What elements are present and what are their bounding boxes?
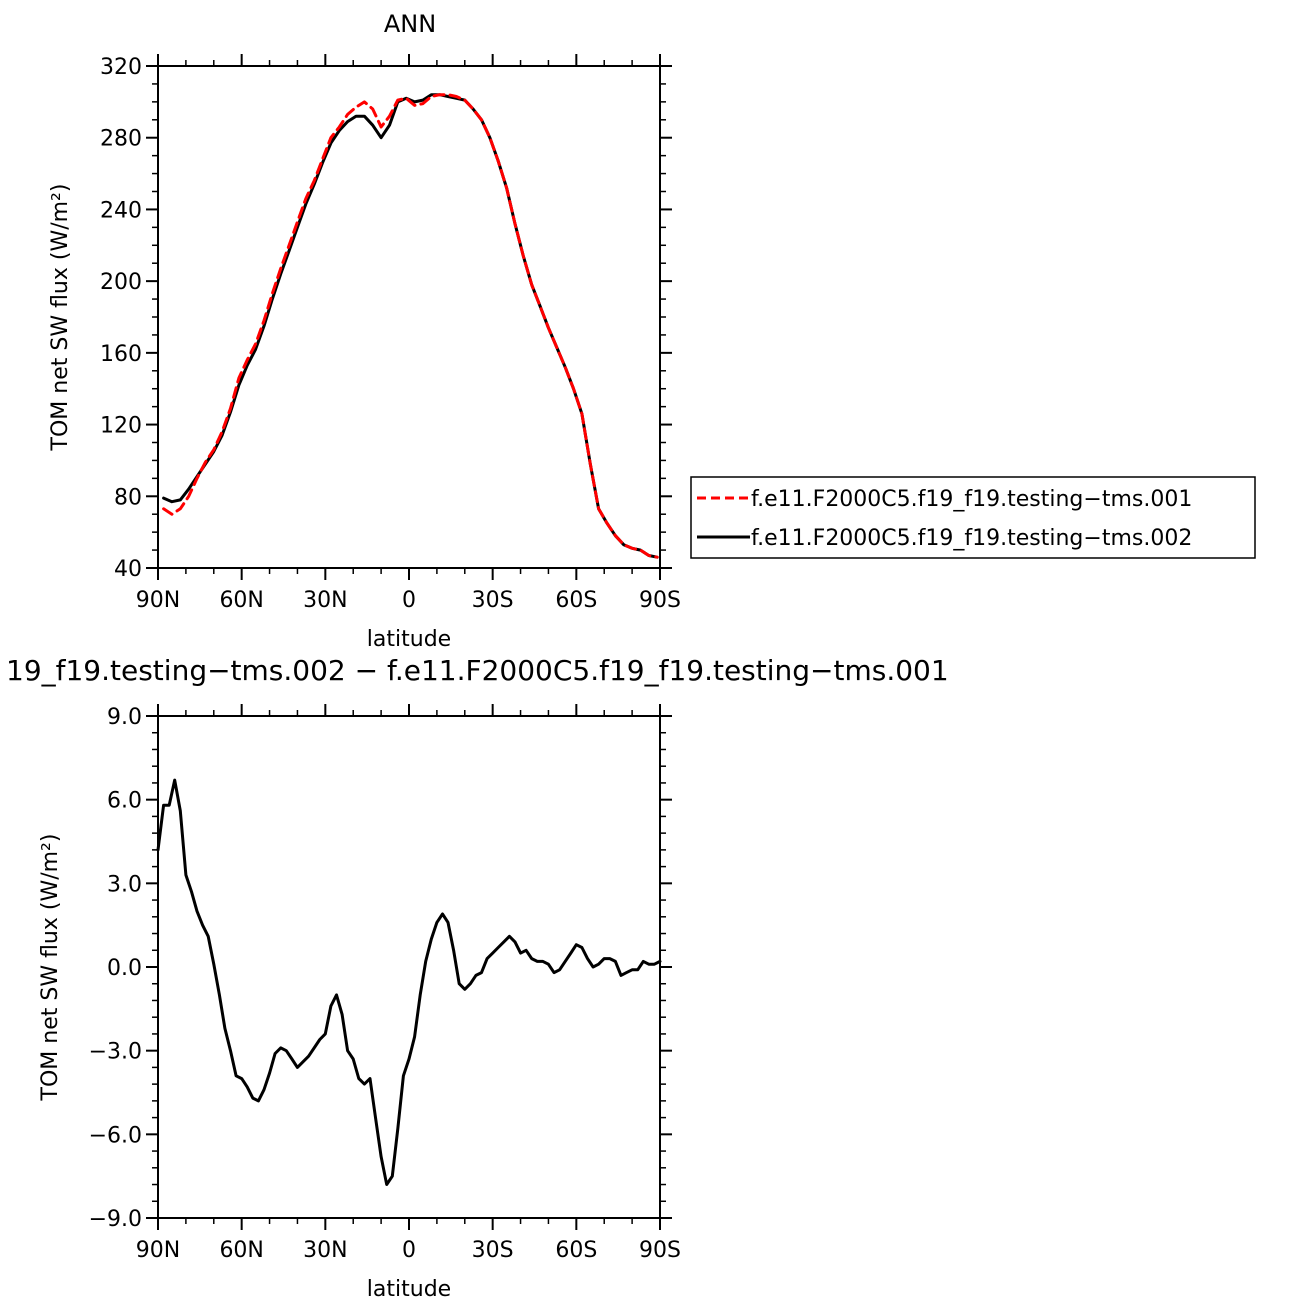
- top-x-tick-label: 30N: [303, 588, 347, 613]
- legend: f.e11.F2000C5.f19_f19.testing−tms.001 f.…: [690, 476, 1256, 559]
- top-y-tick-label: 240: [100, 198, 142, 223]
- bottom-y-tick-label: −6.0: [89, 1123, 142, 1148]
- bottom-x-tick-label: 90N: [136, 1238, 180, 1263]
- bottom-plot-frame: [157, 715, 661, 1219]
- top-y-tick-label: 120: [100, 414, 142, 439]
- top-x-axis-label: latitude: [367, 627, 451, 652]
- top-series-line-2: [162, 93, 659, 559]
- bottom-axes: 90N 60N 30N 0 30S 60S 90S −9.0 −6.0 −3.0 0.0 3.0 6.0…: [89, 704, 681, 1263]
- bottom-y-tick-label: 3.0: [107, 872, 142, 897]
- bottom-y-tick-label: 6.0: [107, 789, 142, 814]
- legend-label-series-2: f.e11.F2000C5.f19_f19.testing−tms.002: [751, 526, 1192, 551]
- top-x-tick-label: 30S: [472, 588, 514, 613]
- top-x-tick-label: 0: [402, 588, 416, 613]
- top-x-tick-label: 60N: [219, 588, 263, 613]
- bottom-y-tick-label: 0.0: [107, 956, 142, 981]
- top-y-tick-label: 320: [100, 55, 142, 80]
- top-series-group: [162, 93, 659, 559]
- top-x-tick-label: 60S: [555, 588, 597, 613]
- legend-label-series-1: f.e11.F2000C5.f19_f19.testing−tms.001: [751, 487, 1192, 512]
- bottom-x-tick-label: 60S: [555, 1238, 597, 1263]
- top-x-tick-label: 90S: [639, 588, 681, 613]
- bottom-series-group: [156, 778, 662, 1186]
- top-x-tick-label: 90N: [136, 588, 180, 613]
- bottom-series-line-1: [156, 778, 662, 1186]
- bottom-x-tick-label: 60N: [219, 1238, 263, 1263]
- bottom-y-axis-label: TOM net SW flux (W/m²): [38, 834, 63, 1102]
- bottom-x-tick-label: 0: [402, 1238, 416, 1263]
- top-chart-title: ANN: [384, 10, 436, 38]
- bottom-y-tick-label: −9.0: [89, 1207, 142, 1232]
- bottom-x-axis-label: latitude: [367, 1277, 451, 1302]
- top-plot-frame: [157, 65, 661, 569]
- bottom-y-tick-label: −3.0: [89, 1040, 142, 1065]
- top-y-tick-label: 40: [114, 557, 142, 582]
- top-series-line-1: [162, 93, 659, 559]
- top-y-tick-label: 160: [100, 342, 142, 367]
- bottom-x-tick-label: 30S: [472, 1238, 514, 1263]
- bottom-panel: 19_f19.testing−tms.002 − f.e11.F2000C5.f…: [6, 654, 949, 1302]
- bottom-y-tick-label: 9.0: [107, 705, 142, 730]
- top-y-tick-label: 80: [114, 485, 142, 510]
- top-y-tick-label: 200: [100, 270, 142, 295]
- top-y-tick-label: 280: [100, 127, 142, 152]
- top-axes: 90N 60N 30N 0 30S 60S 90S 40 80 120 160 200 240 280 32…: [100, 54, 681, 613]
- top-panel: ANN 90N 60N 30N 0 30S 60S 90S 40 80 120 160 200 240 2…: [48, 10, 1256, 652]
- bottom-x-tick-label: 30N: [303, 1238, 347, 1263]
- bottom-chart-title: 19_f19.testing−tms.002 − f.e11.F2000C5.f…: [6, 654, 949, 687]
- legend-box: [690, 476, 1256, 559]
- top-y-axis-label: TOM net SW flux (W/m²): [48, 184, 73, 452]
- bottom-x-tick-label: 90S: [639, 1238, 681, 1263]
